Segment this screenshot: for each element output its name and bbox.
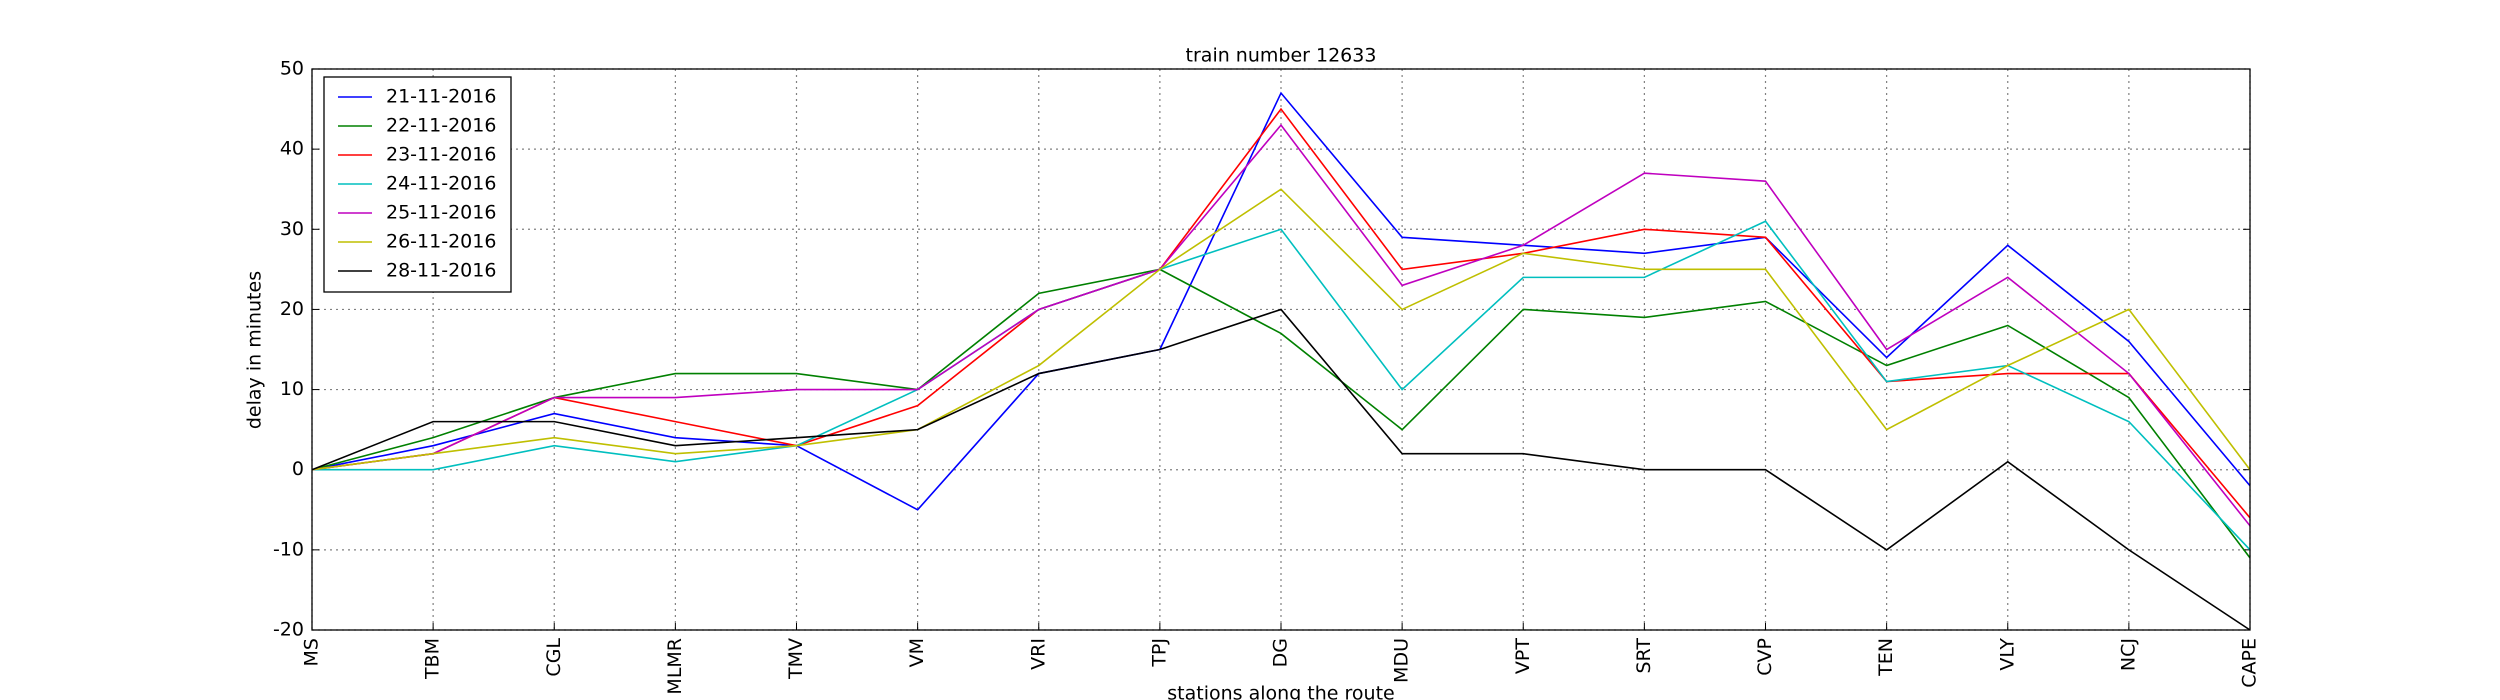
plot-frame (311, 68, 2251, 631)
y-tick-label: 10 (280, 378, 304, 400)
chart-title: train number 12633 (1186, 45, 1377, 67)
series-line (311, 123, 2251, 527)
x-axis-label: stations along the route (1167, 683, 1394, 700)
series-line (311, 107, 2251, 519)
y-tick-label: -20 (273, 619, 304, 641)
x-tick-label: MS (301, 638, 323, 666)
x-tick-label: NCJ (2117, 638, 2139, 671)
x-tick-label: TMV (785, 638, 807, 680)
x-tick-label: VPT (1512, 638, 1534, 674)
x-tick-label: CGL (543, 638, 565, 677)
x-tick-label: CVP (1754, 638, 1776, 676)
legend: 21-11-2016 22-11-2016 23-11-2016 24-11-2016… (323, 76, 512, 293)
x-tick-label: MDU (1391, 638, 1413, 683)
series-line (311, 91, 2251, 511)
y-tick-label: 50 (280, 58, 304, 80)
legend-label: 25-11-2016 (386, 202, 496, 224)
y-axis-label: delay in minutes (244, 271, 266, 429)
y-tick-label: 30 (280, 218, 304, 240)
legend-label: 21-11-2016 (386, 86, 496, 108)
legend-label: 23-11-2016 (386, 144, 496, 166)
series-line (312, 220, 2251, 551)
series-line (311, 188, 2251, 471)
legend-label: 22-11-2016 (386, 115, 496, 137)
series-line (311, 308, 2251, 631)
series-line (311, 268, 2251, 559)
x-tick-label: CAPE (2239, 638, 2261, 688)
y-tick-label: 40 (280, 138, 304, 160)
x-tick-label: VM (906, 638, 928, 667)
x-tick-label: VLY (1996, 638, 2018, 671)
y-tick-label: -10 (273, 538, 304, 560)
legend-label: 24-11-2016 (386, 173, 496, 195)
x-tick-label: DG (1270, 638, 1292, 667)
x-tick-label: VRI (1027, 638, 1049, 670)
y-tick-label: 0 (292, 458, 304, 480)
legend-label: 26-11-2016 (386, 231, 496, 253)
y-tick-label: 20 (280, 298, 304, 320)
x-tick-label: TBM (422, 638, 444, 680)
x-tick-label: TPJ (1148, 638, 1170, 668)
x-tick-label: MLMR (664, 638, 686, 695)
x-tick-label: SRT (1633, 638, 1655, 674)
legend-label: 28-11-2016 (386, 260, 496, 282)
x-tick-label: TEN (1875, 638, 1897, 677)
